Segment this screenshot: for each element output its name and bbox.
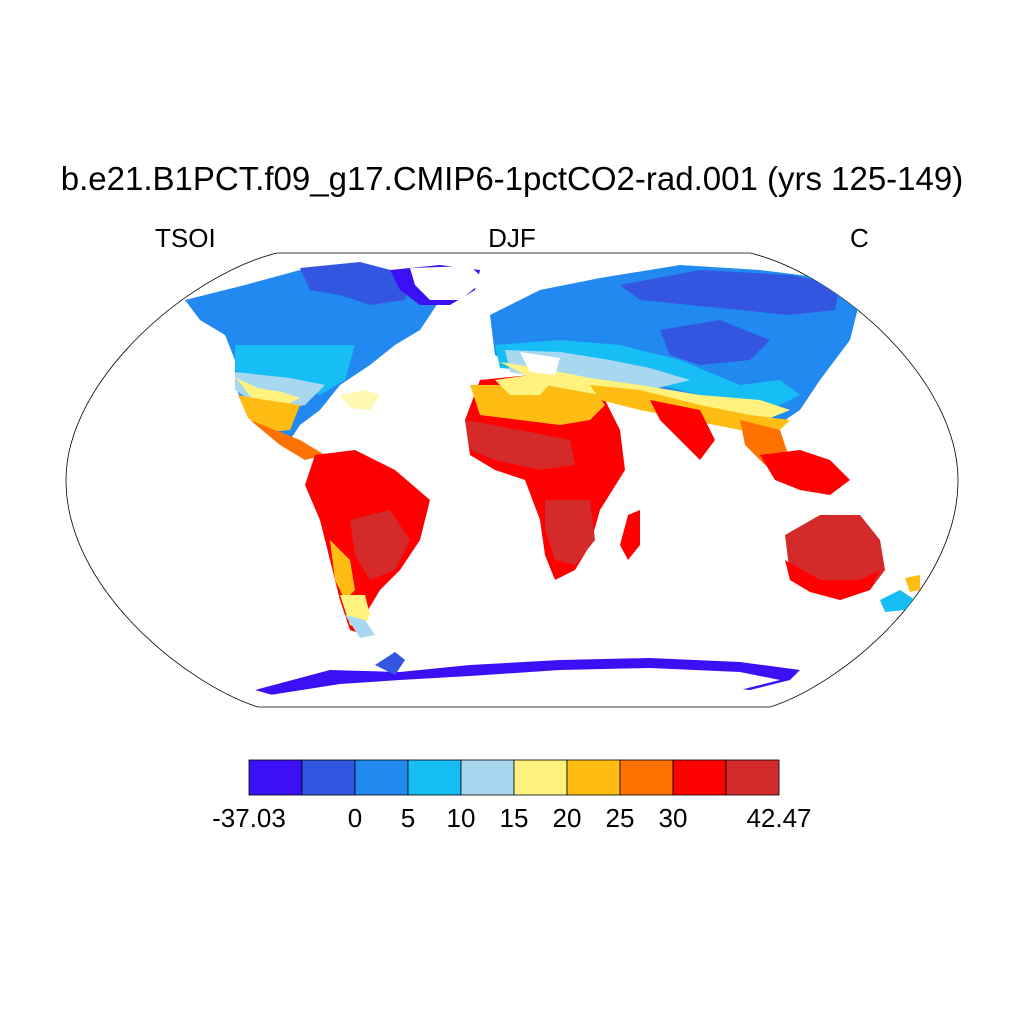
colorbar-tick-label: 20 — [553, 803, 582, 833]
colorbar-swatch — [354, 759, 409, 796]
colorbar-swatch — [619, 759, 674, 796]
colorbar-tick-label: 5 — [401, 803, 415, 833]
colorbar-tick-label: 42.47 — [746, 803, 811, 833]
colorbar-tick-label: 30 — [659, 803, 688, 833]
map-title: b.e21.B1PCT.f09_g17.CMIP6-1pctCO2-rad.00… — [60, 160, 964, 197]
colorbar-swatch — [460, 759, 515, 796]
colorbar-swatch — [672, 759, 727, 796]
australia-landmass — [785, 515, 920, 612]
colorbar-swatch — [566, 759, 621, 796]
colorbar-swatch — [513, 759, 568, 796]
colorbar-swatch — [301, 759, 356, 796]
north-america-landmass — [185, 262, 485, 460]
units-label: C — [850, 223, 869, 253]
colorbar-tick-label: 0 — [348, 803, 362, 833]
africa-landmass — [465, 375, 640, 580]
colorbar-tick-label: 15 — [500, 803, 529, 833]
colorbar: -37.03 0 5 10 15 20 25 30 42.47 — [212, 759, 812, 833]
antarctica-landmass — [255, 652, 800, 705]
colorbar-tick-label: 10 — [447, 803, 476, 833]
colorbar-swatch — [407, 759, 462, 796]
colorbar-tick-label: 25 — [606, 803, 635, 833]
colorbar-swatch — [248, 759, 303, 796]
variable-label: TSOI — [155, 223, 216, 253]
season-label: DJF — [488, 223, 536, 253]
colorbar-swatch — [725, 759, 780, 796]
colorbar-tick-label: -37.03 — [212, 803, 286, 833]
eurasia-landmass — [490, 265, 860, 495]
south-america-landmass — [305, 450, 430, 638]
